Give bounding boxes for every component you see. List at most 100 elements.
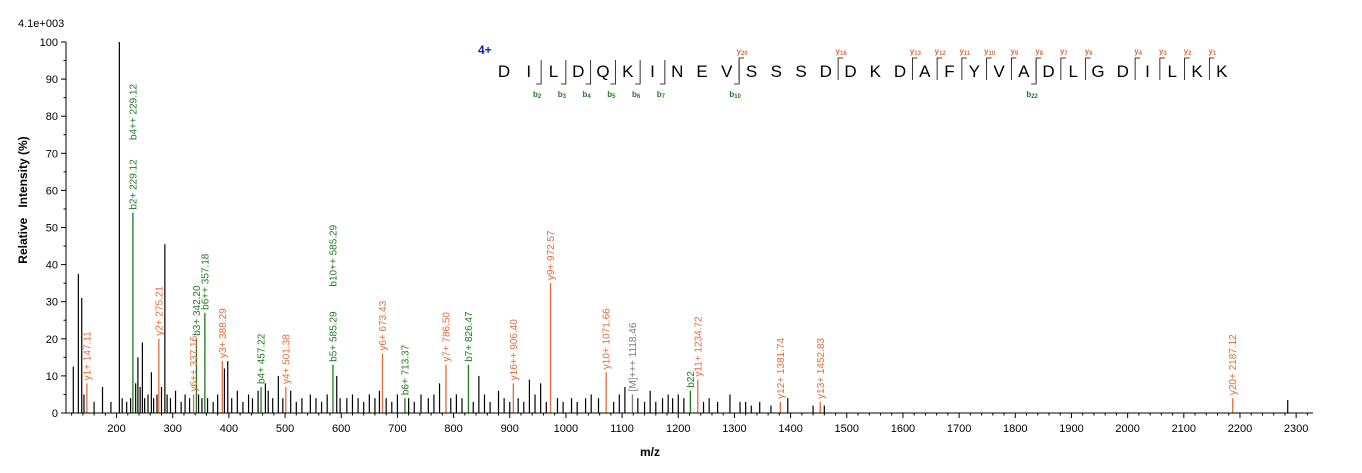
y-ion-bracket	[1035, 57, 1042, 80]
peak-label: b22	[686, 371, 697, 388]
peak-label: y9+ 972.57	[546, 230, 557, 280]
y-tick-label: 70	[46, 148, 58, 160]
residue-letter: I	[650, 62, 655, 81]
b-ion-bracket	[734, 60, 740, 85]
residue-letter: G	[1091, 62, 1104, 81]
peak-label: y1+ 147.11	[82, 331, 93, 380]
peak-label: b7+ 826.47	[464, 311, 475, 362]
x-tick-label: 900	[501, 423, 519, 435]
b-ion-bracket	[659, 60, 666, 85]
x-tick-label: 1000	[554, 423, 578, 435]
residue-letter: L	[549, 62, 558, 81]
b-ion-label: b3	[558, 90, 567, 100]
x-tick-label: 2300	[1284, 423, 1308, 435]
x-tick-label: 700	[388, 423, 406, 435]
y-ion-bracket	[961, 57, 967, 80]
peak-label: y6+ 673.43	[378, 300, 389, 350]
b-ion-bracket	[610, 60, 616, 85]
y-ion-label: y20	[737, 47, 749, 57]
peak-label: y13+ 1452.83	[816, 338, 827, 399]
x-tick-label: 2100	[1172, 423, 1196, 435]
residue-letter: S	[746, 62, 757, 81]
x-tick-label: 500	[276, 423, 294, 435]
peak-label: [M]+++ 1118.46	[628, 322, 639, 391]
y-ion-bracket	[1134, 57, 1141, 80]
peak-label: y12+ 1381.74	[776, 338, 787, 399]
y-tick-label: 10	[46, 371, 58, 383]
x-tick-label: 1200	[666, 423, 690, 435]
y-ion-bracket	[936, 57, 943, 80]
b-ion-label: b10	[729, 90, 741, 100]
b-ion-label: b7	[657, 90, 666, 100]
x-tick-label: 1300	[722, 423, 746, 435]
b-ion-bracket	[536, 60, 542, 85]
y-ion-bracket	[837, 57, 844, 80]
residue-letter: K	[1191, 62, 1203, 81]
residue-letter: D	[1117, 62, 1129, 81]
peak-label: b4+ 457.22	[257, 333, 268, 384]
y-tick-label: 60	[46, 185, 58, 197]
residue-letter: D	[844, 62, 856, 81]
peak-label: b6++ 357.18	[200, 253, 211, 310]
x-tick-label: 200	[107, 423, 125, 435]
y-ion-label: y8	[1035, 47, 1043, 57]
peak-label: y2+ 275.21	[154, 286, 165, 336]
residue-letter: K	[1216, 62, 1228, 81]
residue-letter: A	[1018, 62, 1030, 81]
b-ion-bracket	[635, 60, 641, 85]
x-tick-label: 400	[220, 423, 238, 435]
residue-letter: Q	[596, 62, 609, 81]
peak-label: b2+ 229.12	[128, 159, 139, 210]
residue-letter: Y	[969, 62, 980, 81]
y-ion-label: y4	[1134, 47, 1142, 57]
x-tick-label: 1800	[1003, 423, 1027, 435]
intensity-scale-label: 4.1e+003	[18, 18, 64, 30]
x-tick-label: 800	[444, 423, 462, 435]
peak-label: y3+ 388.29	[218, 308, 229, 358]
y-ion-bracket	[1010, 57, 1017, 80]
peak-label: y16++ 906.40	[509, 319, 520, 381]
peaks-layer	[72, 42, 1289, 413]
y-tick-label: 90	[46, 74, 58, 86]
residue-letter: N	[671, 62, 683, 81]
residue-letter: V	[721, 62, 733, 81]
residue-letter: I	[1145, 62, 1150, 81]
y-ion-label: y6	[1085, 47, 1093, 57]
residue-letter: D	[498, 62, 510, 81]
b-ion-bracket	[585, 60, 592, 85]
residue-letter: E	[696, 62, 707, 81]
y-ion-bracket	[1060, 57, 1066, 80]
x-tick-label: 1500	[835, 423, 859, 435]
y-tick-label: 30	[46, 297, 58, 309]
residue-letter: F	[944, 62, 954, 81]
y-tick-label: 20	[46, 334, 58, 346]
peak-label: b5+ 585.29	[328, 311, 339, 362]
charge-state-label: 4+	[478, 43, 492, 57]
residue-letter: I	[526, 62, 531, 81]
b-ion-label: b2	[533, 90, 542, 100]
peak-label: y20+ 2187.12	[1228, 334, 1239, 395]
peak-label: b10++ 585.29	[328, 224, 339, 286]
y-ion-label: y10	[984, 47, 996, 57]
y-ion-label: y12	[935, 47, 947, 57]
x-tick-label: 1900	[1059, 423, 1083, 435]
peak-label: y11+ 1234.72	[693, 316, 704, 377]
b-ion-label: b22	[1026, 90, 1038, 100]
b-ion-label: b4	[583, 90, 592, 100]
residue-letter: K	[622, 62, 634, 81]
residue-letter: D	[572, 62, 584, 81]
y-ion-label: y2	[1184, 47, 1192, 57]
y-ion-label: y16	[836, 47, 848, 57]
peak-label: y10+ 1071.66	[602, 308, 613, 369]
y-ion-bracket	[986, 57, 992, 80]
y-ion-bracket	[1184, 57, 1190, 80]
peak-labels-layer: y1+ 147.11 b2+ 229.12 b4++ 229.12 y2+ 275.2…	[82, 83, 1239, 398]
residue-letter: L	[1069, 62, 1078, 81]
y-ion-label: y13	[910, 47, 922, 57]
x-tick-label: 1100	[610, 423, 634, 435]
axes-layer: 200 300 400 500 600 700 800 900 1000 1100 1200 1300…	[40, 37, 1313, 435]
peak-label: b6+ 713.37	[400, 344, 411, 395]
residue-letter: S	[771, 62, 782, 81]
